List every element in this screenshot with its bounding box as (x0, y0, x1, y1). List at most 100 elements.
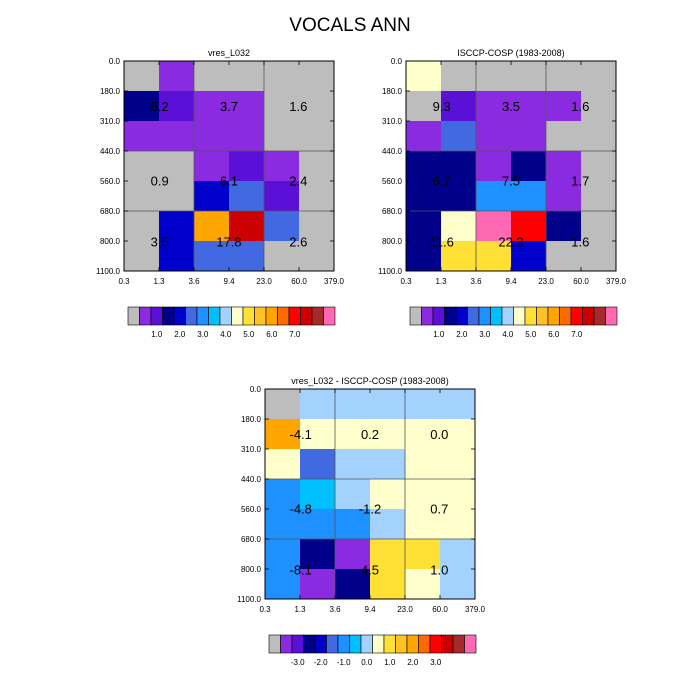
colorbar-swatch (429, 634, 442, 654)
heatmap-cell (335, 419, 371, 450)
colorbar-swatch (441, 634, 454, 654)
heatmap-cell (335, 389, 371, 420)
group-value-label: 4.5 (361, 563, 379, 578)
colorbar-label: 4.0 (502, 330, 514, 339)
colorbar-label: 2.0 (174, 330, 186, 339)
heatmap-cell (265, 569, 301, 600)
heatmap-cell (264, 151, 300, 182)
x-tick-label: 3.6 (470, 277, 482, 286)
heatmap-cell (264, 91, 300, 122)
y-tick-label: 680.0 (382, 207, 403, 216)
colorbar-label: 3.0 (479, 330, 491, 339)
colorbar-label: 6.0 (548, 330, 560, 339)
heatmap-cell (406, 121, 442, 152)
heatmap-cell (546, 91, 582, 122)
colorbar-swatch (311, 306, 324, 326)
colorbar-swatch (372, 634, 385, 654)
colorbar-swatch (605, 306, 618, 326)
colorbar-label: 3.0 (197, 330, 209, 339)
heatmap-cell (335, 479, 371, 510)
group-value-label: -4.1 (289, 427, 311, 442)
colorbar-swatch (326, 634, 339, 654)
colorbar-swatch (444, 306, 457, 326)
heatmap-cell (159, 91, 195, 122)
y-tick-label: 180.0 (100, 87, 121, 96)
colorbar-label: 5.0 (525, 330, 537, 339)
colorbar-swatch (452, 634, 465, 654)
y-tick-label: 310.0 (241, 445, 262, 454)
heatmap-cell (370, 509, 406, 540)
heatmap-cell (124, 91, 160, 122)
colorbar-swatch (570, 306, 583, 326)
x-tick-label: 23.0 (538, 277, 554, 286)
x-tick-label: 0.3 (118, 277, 130, 286)
colorbar-swatch (559, 306, 572, 326)
colorbar-swatch (421, 306, 434, 326)
y-tick-label: 560.0 (241, 505, 262, 514)
colorbar-swatch (314, 634, 327, 654)
group-value-label: 9.3 (433, 99, 451, 114)
heatmap-cell (581, 241, 617, 272)
y-tick-label: 310.0 (382, 117, 403, 126)
colorbar-swatch (513, 306, 526, 326)
heatmap-cell (406, 241, 442, 272)
group-value-label: -8.1 (289, 563, 311, 578)
heatmap-cell (370, 449, 406, 480)
heatmap-cell (159, 61, 195, 92)
colorbar-swatch (280, 634, 293, 654)
y-tick-label: 1100.0 (96, 267, 120, 276)
heatmap-cell (335, 449, 371, 480)
heatmap-panel-2: ISCCP-COSP (1983-2008) 0.3 1.3 3.6 9.4 23.0 60… (378, 48, 626, 339)
heatmap-cell (194, 211, 230, 242)
heatmap-cell (194, 151, 230, 182)
colorbar: 1.0 2.0 3.0 4.0 5.0 6.0 7.0 (127, 306, 336, 339)
heatmap-cell (581, 121, 617, 152)
x-tick-label: 9.4 (364, 605, 376, 614)
heatmap-cell (124, 61, 160, 92)
y-tick-label: 0.0 (391, 57, 403, 66)
heatmap-cell (265, 479, 301, 510)
heatmap-cell (440, 569, 476, 600)
heatmap-cell (511, 61, 547, 92)
heatmap-panel-1: vres_L032 0.3 1.3 3.6 9.4 23.0 60.0 379.0 0.0 180… (96, 48, 344, 339)
group-value-label: 3.7 (220, 99, 238, 114)
heatmap-cell (299, 61, 335, 92)
y-tick-label: 800.0 (100, 237, 121, 246)
heatmap-cell (194, 121, 230, 152)
y-tick-label: 560.0 (382, 177, 403, 186)
colorbar-swatch (323, 306, 336, 326)
heatmap-cell (159, 121, 195, 152)
colorbar-label: -3.0 (291, 658, 305, 667)
x-tick-label: 3.6 (188, 277, 200, 286)
x-tick-label: 379.0 (606, 277, 627, 286)
group-value-label: 7.5 (502, 174, 520, 189)
heatmap-cell (124, 151, 160, 182)
colorbar-swatch (406, 634, 419, 654)
heatmap-cell (265, 389, 301, 420)
group-value-label: 2.6 (289, 235, 307, 250)
heatmap-cell (194, 241, 230, 272)
colorbar-swatch (277, 306, 290, 326)
x-tick-label: 23.0 (397, 605, 413, 614)
colorbar-label: 2.0 (407, 658, 419, 667)
colorbar-label: -2.0 (314, 658, 328, 667)
colorbar-swatch (268, 634, 281, 654)
heatmap-cell (299, 181, 335, 212)
colorbar-swatch (254, 306, 267, 326)
heatmap-cell (476, 211, 512, 242)
heatmap-cell (194, 91, 230, 122)
heatmap-cell (476, 61, 512, 92)
heatmap-cell (441, 121, 477, 152)
colorbar-swatch (337, 634, 350, 654)
heatmap-cell (511, 91, 547, 122)
heatmap-cell (194, 181, 230, 212)
heatmap-cell (405, 449, 441, 480)
y-tick-label: 0.0 (250, 385, 262, 394)
x-tick-label: 9.4 (505, 277, 517, 286)
heatmap-cell (264, 121, 300, 152)
heatmap-cell (441, 151, 477, 182)
heatmap-cell (264, 241, 300, 272)
heatmap-cell (300, 539, 336, 570)
heatmap-cell (405, 509, 441, 540)
